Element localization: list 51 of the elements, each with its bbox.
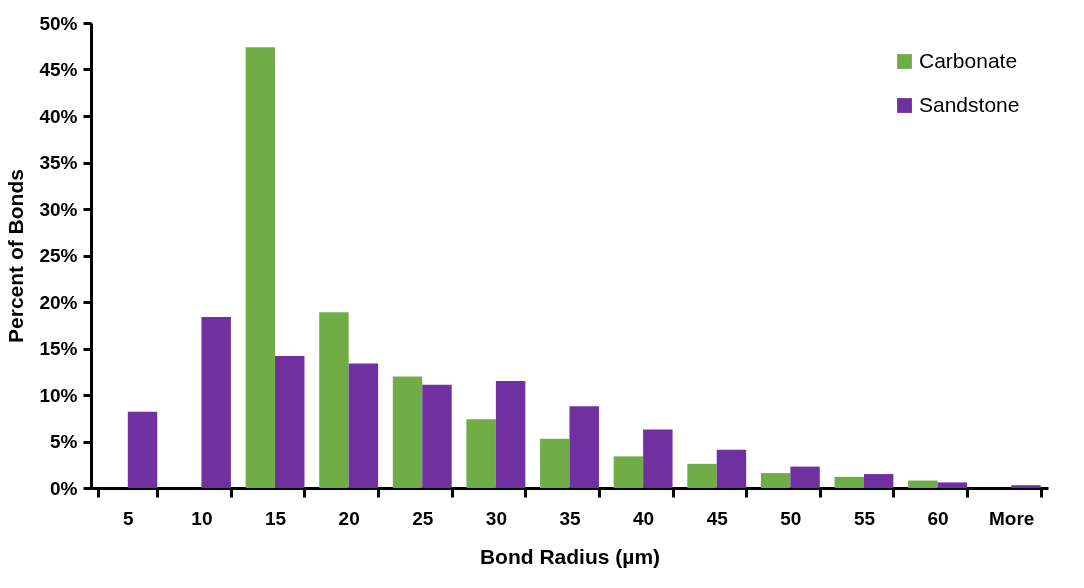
x-tick-label: 10 xyxy=(191,507,213,529)
bar xyxy=(495,381,526,488)
x-tick-label: 50 xyxy=(780,507,802,529)
bar xyxy=(908,480,938,488)
y-tick-label: 50% xyxy=(39,12,78,34)
x-tick-label: 15 xyxy=(264,507,287,529)
x-tick-label: 35 xyxy=(559,507,581,529)
bar xyxy=(422,384,452,488)
bar xyxy=(245,47,276,488)
y-tick-label: 30% xyxy=(39,198,78,220)
bar xyxy=(863,474,894,488)
x-tick-label: 25 xyxy=(412,507,434,529)
x-tick-label: 55 xyxy=(853,507,876,529)
bar xyxy=(937,482,968,488)
x-tick-label: 30 xyxy=(485,507,507,529)
y-tick-label: 45% xyxy=(39,59,78,80)
legend-label: Sandstone xyxy=(919,92,1020,116)
bar xyxy=(1011,485,1041,488)
x-axis-title: Bond Radius (µm) xyxy=(479,544,661,568)
y-tick-label: 20% xyxy=(39,291,78,313)
y-tick-label: 25% xyxy=(39,245,78,266)
legend-label: Carbonate xyxy=(919,48,1018,72)
bar xyxy=(392,376,423,488)
x-tick-label: 45 xyxy=(706,507,729,529)
y-tick-label: 15% xyxy=(39,338,78,359)
x-tick-label: 5 xyxy=(123,507,135,529)
y-axis-title: Percent of Bonds xyxy=(4,169,28,343)
bar xyxy=(319,312,349,488)
y-tick-label: 0% xyxy=(50,477,78,499)
bar xyxy=(790,466,820,488)
y-tick-label: 10% xyxy=(39,384,78,406)
y-tick-label: 5% xyxy=(50,431,78,452)
x-tick-label: 60 xyxy=(927,507,949,529)
bar xyxy=(716,449,747,488)
bar xyxy=(348,363,379,488)
bar xyxy=(540,438,570,488)
y-tick-label: 35% xyxy=(39,152,78,173)
bar xyxy=(760,473,791,488)
bar xyxy=(275,355,305,488)
bar xyxy=(613,456,644,488)
bar xyxy=(687,463,717,488)
x-tick-label: More xyxy=(988,507,1035,529)
y-tick-label: 40% xyxy=(39,105,78,127)
x-tick-label: 20 xyxy=(338,507,360,529)
bar xyxy=(201,316,231,488)
bar xyxy=(466,419,496,488)
bar xyxy=(127,411,158,488)
bar xyxy=(834,476,864,488)
x-tick-label: 40 xyxy=(633,507,655,529)
bar xyxy=(569,406,599,488)
bar xyxy=(643,429,673,488)
